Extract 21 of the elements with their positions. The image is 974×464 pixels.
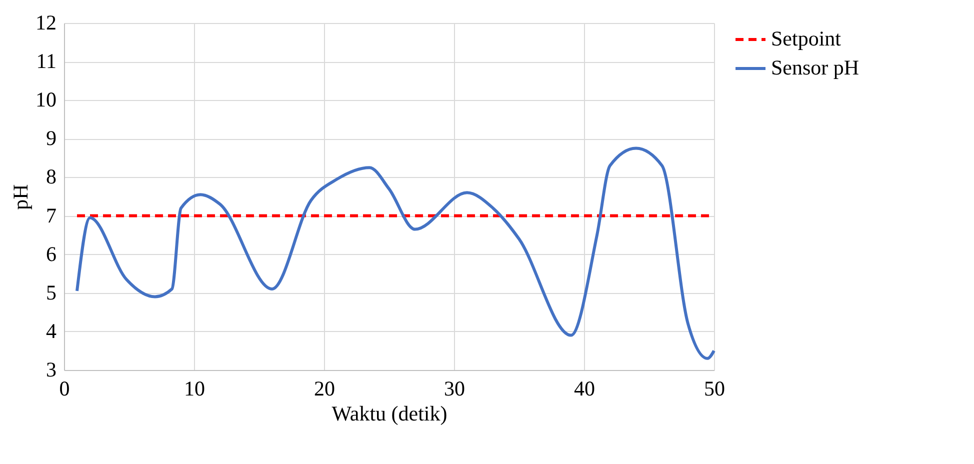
y-tick-label: 11 [36, 49, 56, 74]
x-tick-label: 40 [574, 376, 595, 400]
y-tick-label: 8 [46, 164, 56, 189]
y-tick-label: 4 [46, 318, 57, 343]
x-tick-label: 30 [444, 376, 465, 400]
x-tick-label: 20 [314, 376, 335, 400]
x-tick-label: 50 [704, 376, 725, 400]
y-tick-label: 12 [36, 10, 56, 34]
y-tick-label: 6 [46, 242, 56, 266]
y-tick-label: 3 [46, 358, 56, 382]
y-axis-title: pH [8, 184, 32, 210]
x-tick-label: 10 [184, 376, 205, 400]
line-series [76, 146, 716, 360]
legend-label: Sensor pH [771, 56, 860, 80]
y-tick-label: 7 [46, 203, 56, 228]
y-tick-label: 9 [46, 126, 56, 150]
y-tick-label: 5 [46, 280, 56, 304]
y-tick-label: 10 [36, 88, 56, 112]
legend-label: Setpoint [771, 26, 842, 50]
x-axis-title: Waktu (detik) [332, 402, 448, 426]
x-tick-label: 0 [59, 376, 70, 400]
